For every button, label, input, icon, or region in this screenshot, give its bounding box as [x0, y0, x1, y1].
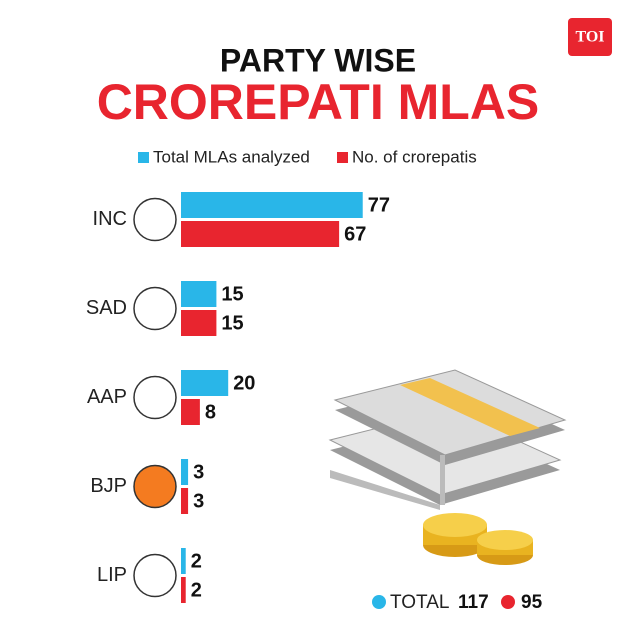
chart-title: PARTY WISE	[220, 42, 416, 78]
value-label: 3	[193, 461, 204, 483]
bar	[181, 281, 217, 307]
value-label: 77	[368, 194, 390, 216]
bar	[181, 488, 189, 514]
value-label: 3	[193, 490, 204, 512]
value-label: 8	[205, 401, 216, 423]
party-icon	[133, 553, 177, 598]
category-label: SAD	[86, 297, 127, 319]
value-label: 15	[221, 312, 243, 334]
logo-box	[568, 18, 612, 56]
chart-subtitle: CROREPATI MLAS	[97, 74, 540, 130]
bar	[181, 459, 189, 485]
bar	[181, 399, 200, 425]
category-label: BJP	[90, 475, 127, 497]
category-label: AAP	[87, 386, 127, 408]
value-label: 2	[191, 550, 202, 572]
legend-swatch	[138, 152, 149, 163]
value-label: 15	[221, 283, 243, 305]
total-value: 95	[521, 592, 543, 613]
legend-swatch	[337, 152, 348, 163]
legend-label: No. of crorepatis	[352, 147, 477, 166]
value-label: 20	[233, 372, 255, 394]
money-illustration	[328, 369, 567, 565]
value-label: 67	[344, 223, 366, 245]
bar	[181, 548, 186, 574]
party-icon	[133, 286, 177, 331]
bar	[181, 370, 229, 396]
party-icon	[133, 375, 177, 420]
bar	[181, 310, 217, 336]
party-icon	[133, 197, 177, 242]
total-dot	[501, 595, 515, 609]
value-label: 2	[191, 579, 202, 601]
legend-label: Total MLAs analyzed	[153, 147, 310, 166]
total-dot	[372, 595, 386, 609]
bar	[181, 192, 363, 218]
total-label: TOTAL	[390, 592, 449, 613]
bar	[181, 577, 186, 603]
logo: TOI	[575, 29, 604, 46]
category-label: LIP	[97, 564, 127, 586]
category-label: INC	[93, 208, 127, 230]
total-value: 117	[458, 592, 489, 613]
party-icon	[133, 464, 177, 509]
bar	[181, 221, 340, 247]
